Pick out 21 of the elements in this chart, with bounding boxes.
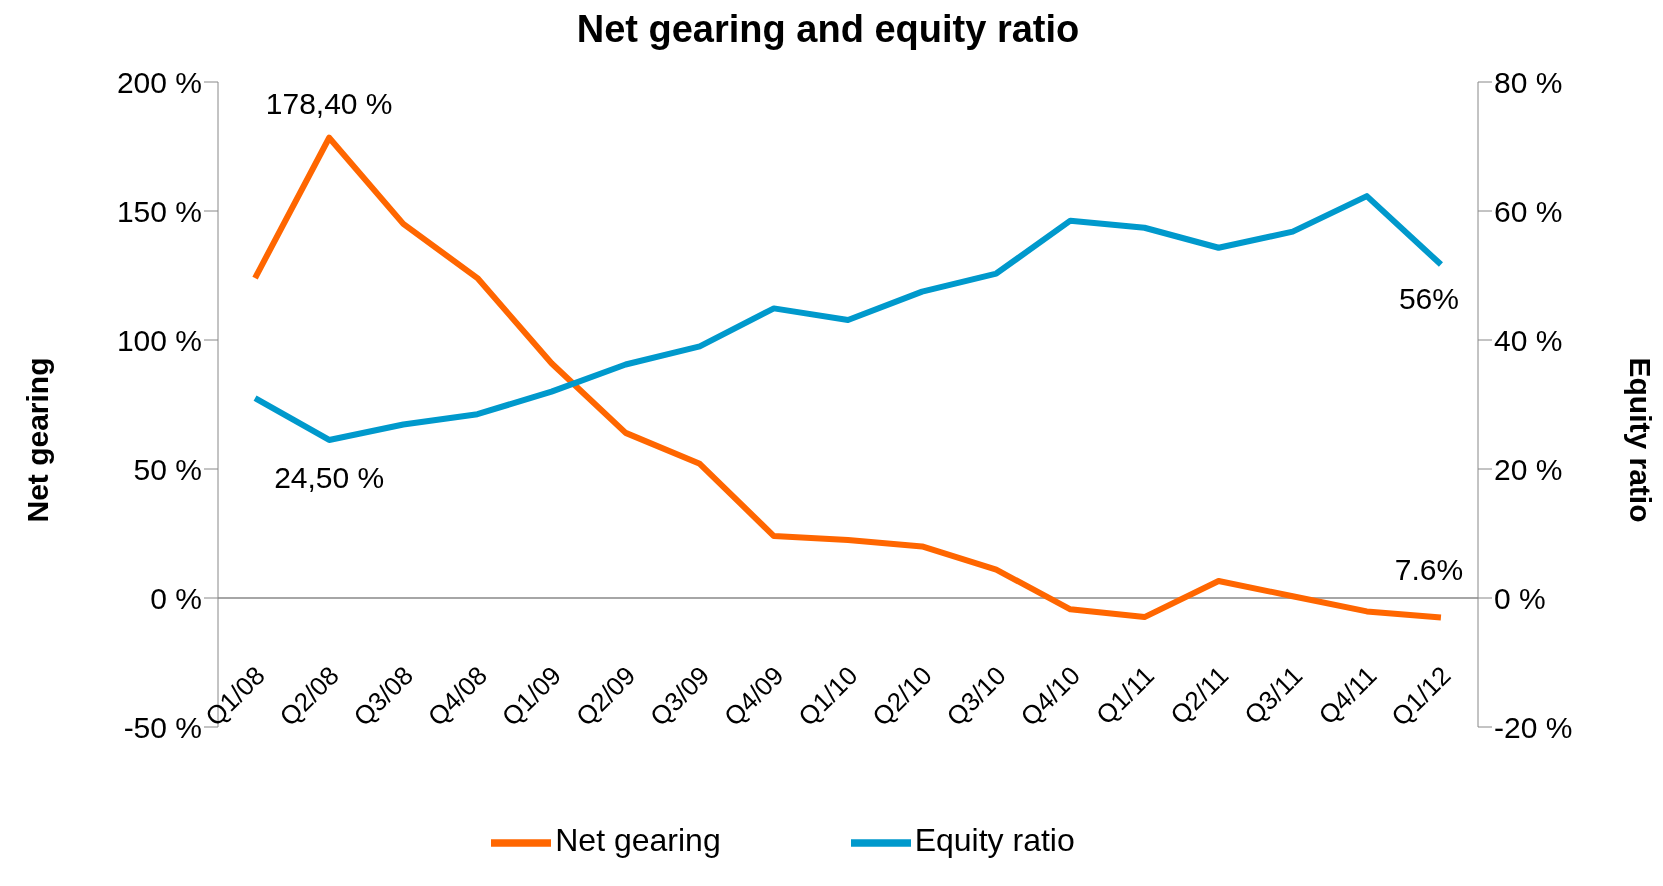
- y2-tick-label: 0 %: [1494, 581, 1546, 615]
- y-tick-label: 100 %: [116, 323, 202, 357]
- data-label: 178,40 %: [265, 86, 393, 120]
- y-tick-label: 50 %: [133, 452, 202, 486]
- annotation: 56%: [1398, 281, 1459, 315]
- annotation: 7.6%: [1394, 552, 1464, 586]
- y-axis-title: Net gearing: [21, 356, 55, 523]
- legend-label: Equity ratio: [914, 822, 1075, 859]
- data-label: 24,50 %: [274, 460, 385, 494]
- chart-title: Net gearing and equity ratio: [575, 8, 1081, 52]
- y2-tick-label: 80 %: [1494, 65, 1563, 99]
- y-tick-label: 0 %: [150, 581, 202, 615]
- y2-tick-label: 40 %: [1494, 323, 1563, 357]
- y-tick-label: -50 %: [123, 710, 202, 744]
- legend-label: Net gearing: [555, 822, 721, 859]
- y-tick-label: 150 %: [116, 194, 202, 228]
- y-tick-label: 200 %: [116, 65, 202, 99]
- y2-axis-title: Equity ratio: [1623, 356, 1657, 523]
- y2-tick-label: -20 %: [1494, 710, 1573, 744]
- y2-tick-label: 20 %: [1494, 452, 1563, 486]
- y2-tick-label: 60 %: [1494, 194, 1563, 228]
